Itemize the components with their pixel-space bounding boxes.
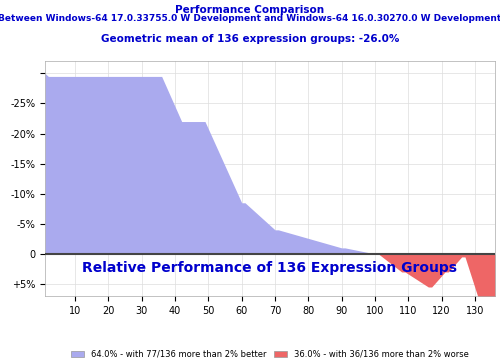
Text: Between Windows-64 17.0.33755.0 W Development and Windows-64 16.0.30270.0 W Deve: Between Windows-64 17.0.33755.0 W Develo… bbox=[0, 14, 500, 23]
Text: Relative Performance of 136 Expression Groups: Relative Performance of 136 Expression G… bbox=[82, 261, 458, 275]
Text: Geometric mean of 136 expression groups: -26.0%: Geometric mean of 136 expression groups:… bbox=[101, 34, 399, 44]
Legend: 64.0% - with 77/136 more than 2% better, 36.0% - with 36/136 more than 2% worse: 64.0% - with 77/136 more than 2% better,… bbox=[68, 347, 472, 361]
Text: Performance Comparison: Performance Comparison bbox=[176, 5, 324, 16]
